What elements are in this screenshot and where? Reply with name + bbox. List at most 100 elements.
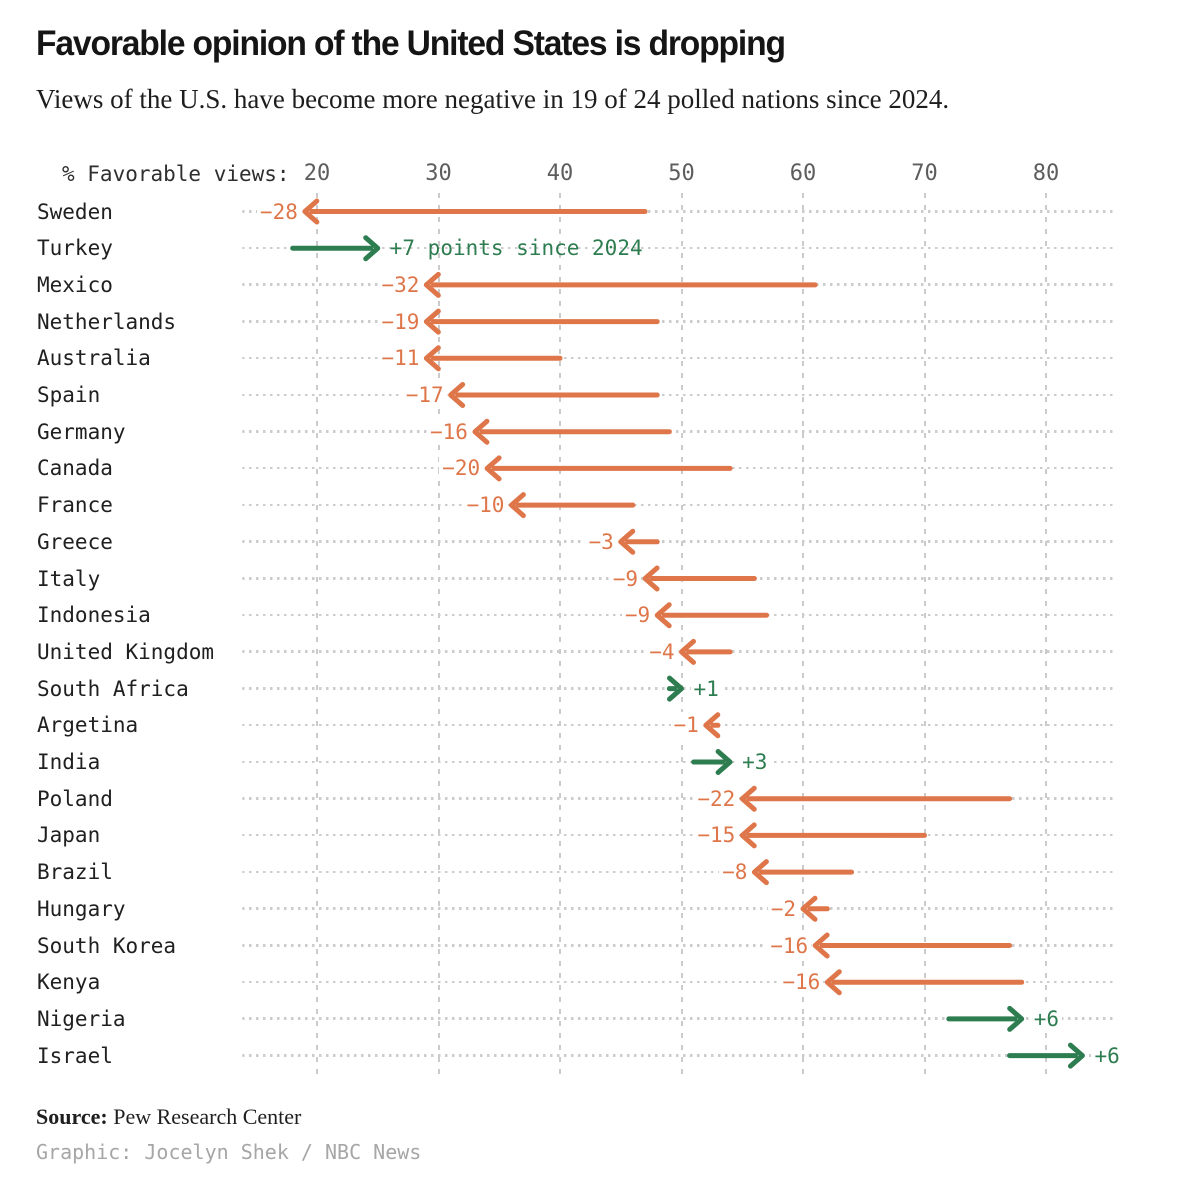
leader-line-brazil [242,870,1117,874]
arrow-australia [423,345,563,372]
change-label-turkey: +7 points since 2024 [389,236,643,261]
arrow-canada [484,455,733,482]
country-label-australia: Australia [37,346,151,371]
change-label-spain: −17 [402,382,447,408]
leader-line-sweden [242,210,1117,213]
country-label-netherlands: Netherlands [37,309,177,334]
change-label-indonesia: −9 [621,602,654,629]
arrow-indonesia [654,602,770,629]
arrow-nigeria [946,1005,1025,1032]
source-line: Source: Pew Research Center [36,1104,301,1130]
x-tick-30: 30 [425,161,452,186]
country-label-indonesia: Indonesia [37,603,151,628]
country-label-canada: Canada [37,456,113,481]
leader-line-turkey [242,246,1117,250]
change-label-india: +3 [739,749,771,775]
gridline-50 [680,193,683,1075]
change-label-netherlands: −19 [378,308,423,335]
country-label-south-korea: South Korea [37,933,177,958]
arrow-sweden [302,198,648,225]
arrow-greece [618,528,660,555]
country-label-south-africa: South Africa [37,676,189,701]
country-label-india: India [37,750,101,774]
change-label-japan: −15 [694,822,739,849]
country-label-poland: Poland [37,786,113,811]
gridline-40 [559,193,561,1075]
chart-title: Favorable opinion of the United States i… [36,24,786,63]
arrow-south-korea [812,932,1013,959]
leader-line-poland [242,797,1117,800]
source-text: Pew Research Center [107,1104,302,1129]
x-tick-60: 60 [789,161,817,186]
gridline-20 [316,193,318,1075]
change-label-brazil: −8 [719,859,751,886]
x-tick-70: 70 [911,161,938,186]
change-label-south-africa: +1 [690,675,722,702]
country-label-united-kingdom: United Kingdom [37,639,215,664]
arrow-france [508,492,636,519]
leader-line-hungary [242,907,1117,910]
country-label-argetina: Argetina [37,713,139,738]
leader-line-israel [242,1054,1117,1057]
change-label-australia: −11 [378,345,423,372]
leader-line-japan [242,833,1117,837]
arrow-brazil [751,859,855,886]
leader-line-nigeria [242,1017,1117,1020]
credit-line: Graphic: Jocelyn Shek / NBC News [36,1140,422,1164]
arrow-italy [642,565,757,592]
arrow-turkey [290,235,381,262]
leader-line-india [242,760,1117,763]
leader-line-australia [242,356,1117,360]
country-label-israel: Israel [37,1043,113,1068]
arrow-kenya [824,969,1025,996]
arrow-india [691,749,733,775]
country-label-france: France [37,493,113,518]
x-tick-20: 20 [303,161,331,186]
arrow-netherlands [423,308,660,335]
change-label-sweden: −28 [256,198,301,225]
country-label-kenya: Kenya [37,970,101,995]
country-label-brazil: Brazil [37,860,113,885]
leader-line-spain [242,393,1117,396]
change-label-france: −10 [463,492,508,519]
arrow-south-africa [666,675,684,702]
arrow-japan [739,822,927,849]
change-label-germany: −16 [427,418,471,445]
change-label-nigeria: +6 [1030,1005,1062,1032]
country-label-sweden: Sweden [37,199,113,224]
arrow-hungary [800,895,830,922]
arrow-united-kingdom [679,638,733,665]
change-label-italy: −9 [609,565,642,592]
country-label-japan: Japan [37,823,101,848]
change-label-canada: −20 [439,455,484,482]
leader-line-germany [242,430,1117,433]
arrow-germany [472,418,672,445]
change-label-israel: +6 [1091,1042,1123,1069]
leader-line-south-korea [242,944,1117,947]
chart-subtitle: Views of the U.S. have become more negat… [36,84,950,114]
change-label-poland: −22 [694,785,739,812]
leader-line-france [242,503,1117,507]
gridline-30 [437,193,440,1075]
change-label-hungary: −2 [767,895,799,922]
country-label-hungary: Hungary [37,896,126,921]
x-tick-50: 50 [668,161,695,186]
country-label-greece: Greece [37,529,113,554]
x-tick-40: 40 [546,161,574,186]
arrow-spain [448,382,660,408]
change-label-kenya: −16 [779,969,824,996]
gridline-80 [1045,193,1047,1075]
arrow-mexico [423,271,818,298]
x-tick-80: 80 [1032,161,1060,186]
source-label: Source: [36,1104,108,1129]
gridline-60 [802,193,804,1075]
country-label-italy: Italy [37,566,101,591]
change-label-south-korea: −16 [767,932,812,959]
arrow-poland [739,785,1013,812]
country-label-germany: Germany [37,419,126,444]
gridline-70 [923,193,926,1075]
x-axis-label: % Favorable views: [62,162,290,186]
country-label-mexico: Mexico [37,272,113,297]
